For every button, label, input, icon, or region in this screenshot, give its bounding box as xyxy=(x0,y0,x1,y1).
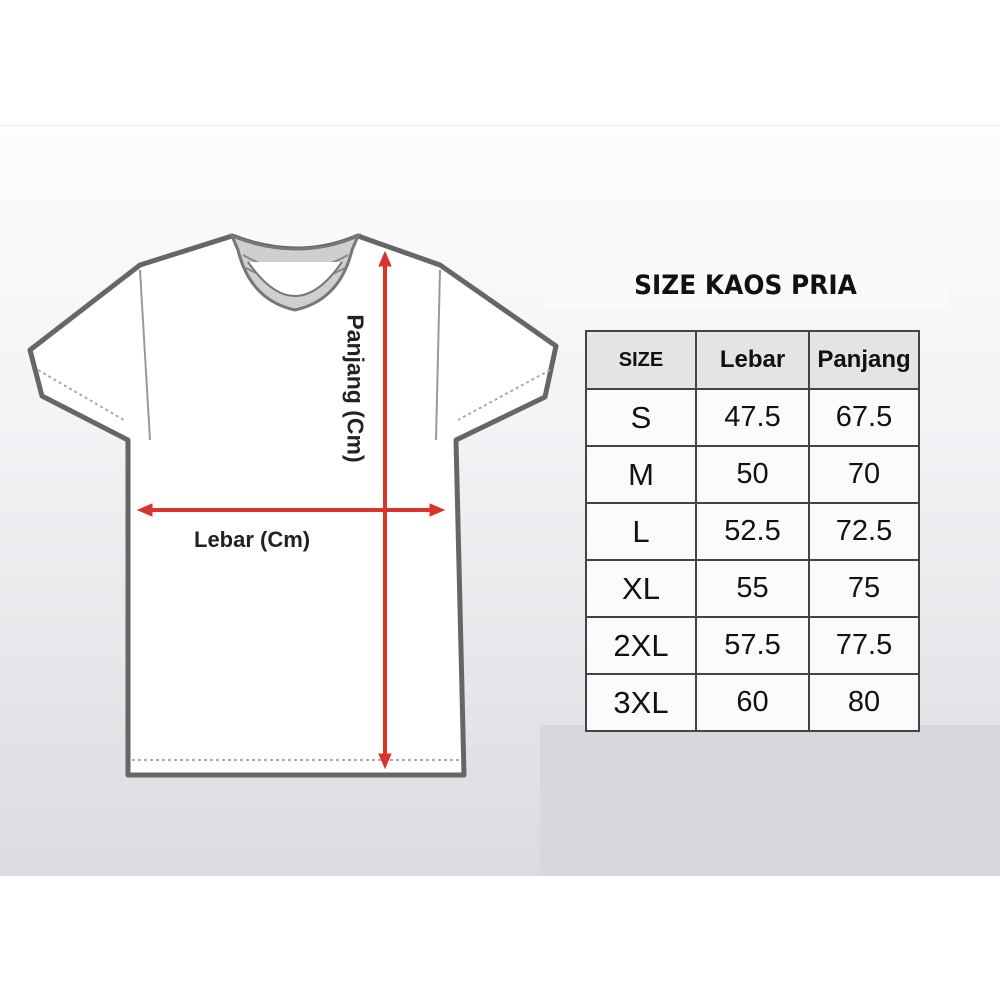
width-label: Lebar (Cm) xyxy=(194,527,311,552)
cell-panjang: 67.5 xyxy=(808,388,920,447)
size-table: SIZE Lebar Panjang S 47.5 67.5 M 50 70 L 52.5… xyxy=(585,330,920,732)
cell-lebar: 55 xyxy=(695,559,810,618)
cell-lebar: 50 xyxy=(695,445,810,504)
cell-panjang: 80 xyxy=(808,673,920,732)
table-row: XL 55 75 xyxy=(585,559,920,618)
cell-size: L xyxy=(585,502,697,561)
cell-lebar: 47.5 xyxy=(695,388,810,447)
page-title: SIZE KAOS PRIA xyxy=(634,270,857,301)
cell-panjang: 72.5 xyxy=(808,502,920,561)
cell-size: 3XL xyxy=(585,673,697,732)
length-label: Panjang (Cm) xyxy=(342,314,369,463)
cell-lebar: 57.5 xyxy=(695,616,810,675)
table-row: L 52.5 72.5 xyxy=(585,502,920,561)
width-arrow xyxy=(136,503,446,517)
table-shadow xyxy=(540,725,1000,875)
cell-size: S xyxy=(585,388,697,447)
cell-size: M xyxy=(585,445,697,504)
title-box xyxy=(543,252,948,308)
cell-panjang: 70 xyxy=(808,445,920,504)
cell-lebar: 52.5 xyxy=(695,502,810,561)
tshirt-body xyxy=(27,233,559,778)
cell-lebar: 60 xyxy=(695,673,810,732)
header-panjang: Panjang xyxy=(808,330,920,390)
header-size: SIZE xyxy=(585,330,697,390)
table-row: 2XL 57.5 77.5 xyxy=(585,616,920,675)
cell-size: XL xyxy=(585,559,697,618)
table-header: SIZE Lebar Panjang xyxy=(585,330,920,390)
cell-panjang: 77.5 xyxy=(808,616,920,675)
table-row: 3XL 60 80 xyxy=(585,673,920,732)
table-row: S 47.5 67.5 xyxy=(585,388,920,447)
cell-panjang: 75 xyxy=(808,559,920,618)
header-lebar: Lebar xyxy=(695,330,810,390)
table-row: M 50 70 xyxy=(585,445,920,504)
cell-size: 2XL xyxy=(585,616,697,675)
